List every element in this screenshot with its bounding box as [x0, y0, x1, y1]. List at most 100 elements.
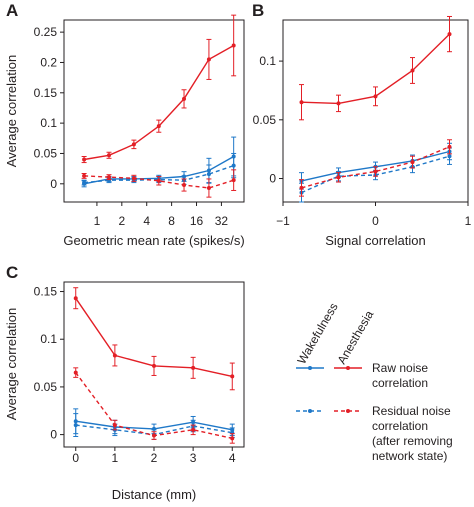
- x-axis-label-b: Signal correlation: [325, 233, 425, 248]
- data-point: [82, 173, 87, 178]
- data-point: [82, 157, 87, 162]
- data-point: [107, 175, 112, 180]
- x-tick-label-a: 2: [118, 214, 125, 228]
- data-point: [299, 100, 304, 105]
- x-axis-label-a: Geometric mean rate (spikes/s): [63, 233, 244, 248]
- data-point: [152, 426, 156, 431]
- data-point: [410, 68, 415, 73]
- data-point: [191, 365, 196, 370]
- data-point: [230, 436, 235, 441]
- y-tick-label-a: 0: [50, 177, 57, 191]
- legend-raw-anes-marker: [346, 366, 350, 370]
- y-tick-label-a: 0.15: [34, 86, 58, 100]
- y-tick-label-a: 0.2: [40, 55, 57, 69]
- series-raw-anes-c: [73, 287, 235, 391]
- data-point: [182, 183, 187, 188]
- y-tick-label-b: 0: [269, 172, 276, 186]
- x-tick-label-b: 1: [465, 214, 472, 228]
- y-axis-label-c: Average correlation: [4, 308, 19, 421]
- y-tick-label-a: 0.1: [40, 116, 57, 130]
- data-point: [206, 168, 211, 173]
- data-point: [447, 32, 452, 37]
- data-point: [82, 181, 87, 186]
- data-point: [231, 154, 236, 159]
- series-line-resid-anes-b: [301, 146, 450, 189]
- x-tick-label-a: 32: [215, 214, 229, 228]
- legend-residual-label-2: correlation: [372, 419, 428, 433]
- y-tick-label-c: 0.1: [40, 332, 57, 346]
- data-point: [206, 57, 211, 62]
- data-point: [112, 423, 117, 428]
- x-tick-label-a: 1: [94, 214, 101, 228]
- data-point: [73, 419, 78, 424]
- series-resid-anes-c: [73, 367, 235, 444]
- data-point: [206, 186, 211, 191]
- panel-letter-a: A: [6, 1, 18, 20]
- x-tick-label-a: 4: [143, 214, 150, 228]
- legend-raw-noise: Raw noise correlation: [296, 361, 428, 390]
- panel-b: B −1 0 1 0 0.05 0.1 Signal correlation: [252, 1, 472, 248]
- panel-letter-c: C: [6, 263, 18, 282]
- data-point: [336, 101, 341, 106]
- legend-residual-wake-marker: [308, 409, 312, 413]
- x-axis-label-c: Distance (mm): [112, 487, 197, 502]
- series-raw-anes-b: [299, 15, 452, 121]
- x-tick-label-b: −1: [276, 214, 290, 228]
- y-tick-label-b: 0.05: [253, 113, 277, 127]
- legend-residual-noise: Residual noise correlation (after removi…: [296, 404, 453, 463]
- data-point: [447, 144, 452, 149]
- legend-raw-label-2: correlation: [372, 376, 428, 390]
- legend-residual-label-1: Residual noise: [372, 404, 451, 418]
- x-tick-label-c: 0: [72, 451, 79, 465]
- data-point: [182, 96, 187, 101]
- data-point: [410, 160, 415, 165]
- y-tick-label-a: 0.25: [34, 25, 58, 39]
- data-point: [152, 363, 156, 368]
- y-tick-label-a: 0.05: [34, 146, 58, 160]
- x-tick-label-c: 4: [229, 451, 236, 465]
- x-tick-label-a: 8: [168, 214, 175, 228]
- plot-frame-a: [63, 19, 245, 203]
- legend-column-anesthesia: Anesthesia: [334, 308, 376, 367]
- x-tick-label-c: 3: [190, 451, 197, 465]
- data-point: [131, 142, 136, 147]
- x-tick-label-c: 1: [112, 451, 119, 465]
- series-raw-anes-a: [81, 14, 237, 164]
- data-point: [299, 185, 304, 190]
- panel-letter-b: B: [252, 1, 264, 20]
- data-point: [373, 94, 378, 99]
- series-resid-anes-a: [81, 169, 237, 198]
- x-tick-label-a: 16: [190, 214, 204, 228]
- y-tick-label-b: 0.1: [259, 54, 276, 68]
- data-point: [231, 178, 236, 183]
- data-point: [182, 174, 187, 179]
- data-point: [231, 43, 236, 48]
- x-tick-label-b: 0: [372, 214, 379, 228]
- data-point: [230, 427, 235, 432]
- data-point: [230, 374, 235, 379]
- data-point: [336, 175, 341, 180]
- y-tick-label-c: 0: [50, 428, 57, 442]
- data-point: [156, 178, 161, 183]
- y-tick-label-c: 0.05: [34, 380, 58, 394]
- legend-raw-label-1: Raw noise: [372, 361, 428, 375]
- panel-c: C 0 1 2 3 4 0 0.05 0.1 0.15 Distance (mm) Average …: [4, 263, 245, 502]
- legend-residual-anes-marker: [346, 409, 350, 413]
- data-point: [107, 153, 112, 158]
- data-point: [73, 296, 78, 301]
- data-point: [191, 420, 196, 425]
- legend-column-wakefulness: Wakefulness: [294, 300, 340, 366]
- legend-raw-wake-marker: [308, 366, 312, 370]
- x-tick-label-c: 2: [151, 451, 158, 465]
- legend-residual-label-4: network state): [372, 449, 447, 463]
- data-point: [131, 176, 136, 181]
- series-resid-anes-b: [299, 139, 452, 197]
- series-line-raw-anes-a: [83, 44, 235, 161]
- y-tick-label-c: 0.15: [34, 285, 58, 299]
- data-point: [191, 427, 196, 432]
- data-point: [112, 353, 117, 358]
- data-point: [373, 169, 378, 174]
- data-point: [156, 124, 161, 129]
- panel-a: A 1 2 4 8 16 32 0 0.05 0.1 0.15 0.2 0.25 Geometric m…: [4, 1, 245, 248]
